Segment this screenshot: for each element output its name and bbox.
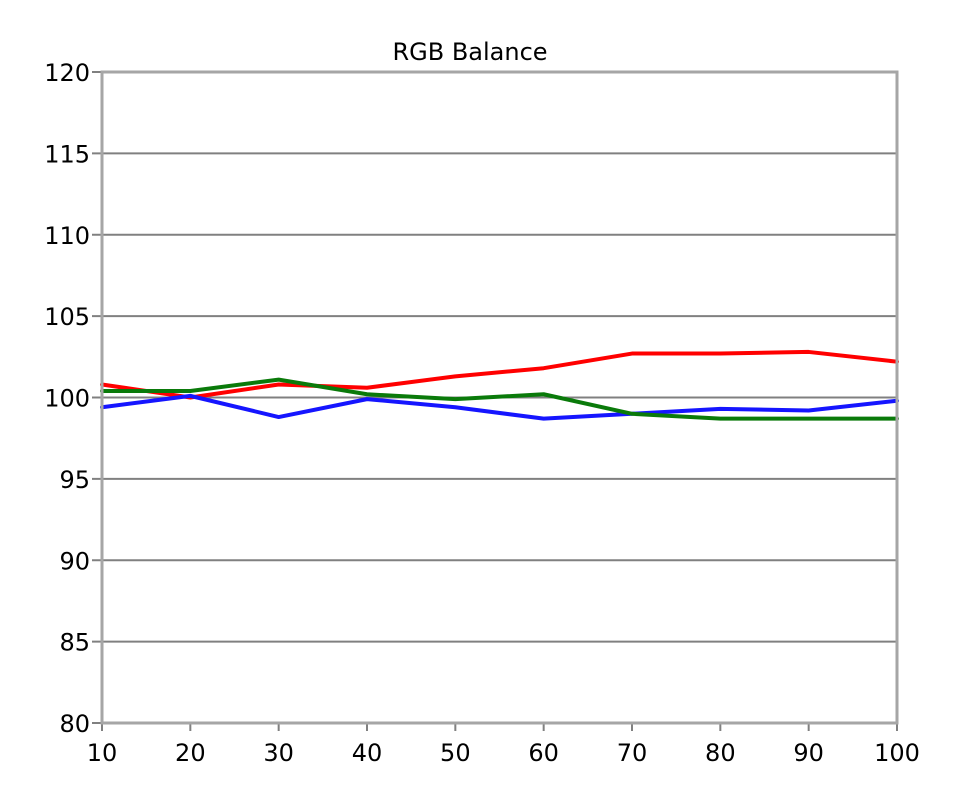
y-tick-label: 85 — [59, 629, 90, 657]
x-tick-label: 100 — [874, 739, 920, 767]
x-tick-label: 80 — [705, 739, 736, 767]
series-line-blue — [100, 393, 899, 421]
series-line-red — [100, 349, 899, 400]
axis-ticks — [92, 71, 898, 731]
y-tick-label: 105 — [44, 303, 90, 331]
y-tick-label: 95 — [59, 466, 90, 494]
y-tick-label: 80 — [59, 710, 90, 738]
x-tick-label: 60 — [528, 739, 559, 767]
x-tick-label: 90 — [793, 739, 824, 767]
series-lines — [100, 349, 899, 421]
x-axis-tick-labels: 10 20 30 40 50 60 70 80 90 100 — [87, 739, 920, 767]
series-line-green — [100, 377, 899, 421]
chart-title: RGB Balance — [392, 38, 547, 66]
x-tick-label: 30 — [263, 739, 294, 767]
y-tick-label: 120 — [44, 59, 90, 87]
y-tick-label: 90 — [59, 547, 90, 575]
x-tick-label: 50 — [440, 739, 471, 767]
y-axis-tick-labels: 80 85 90 95 100 105 110 115 120 — [44, 59, 90, 738]
y-tick-label: 100 — [44, 385, 90, 413]
y-tick-label: 110 — [44, 222, 90, 250]
x-tick-label: 10 — [87, 739, 118, 767]
y-tick-label: 115 — [44, 140, 90, 168]
x-tick-label: 70 — [617, 739, 648, 767]
x-tick-label: 20 — [175, 739, 206, 767]
x-tick-label: 40 — [352, 739, 383, 767]
plot-area-frame — [100, 70, 899, 725]
